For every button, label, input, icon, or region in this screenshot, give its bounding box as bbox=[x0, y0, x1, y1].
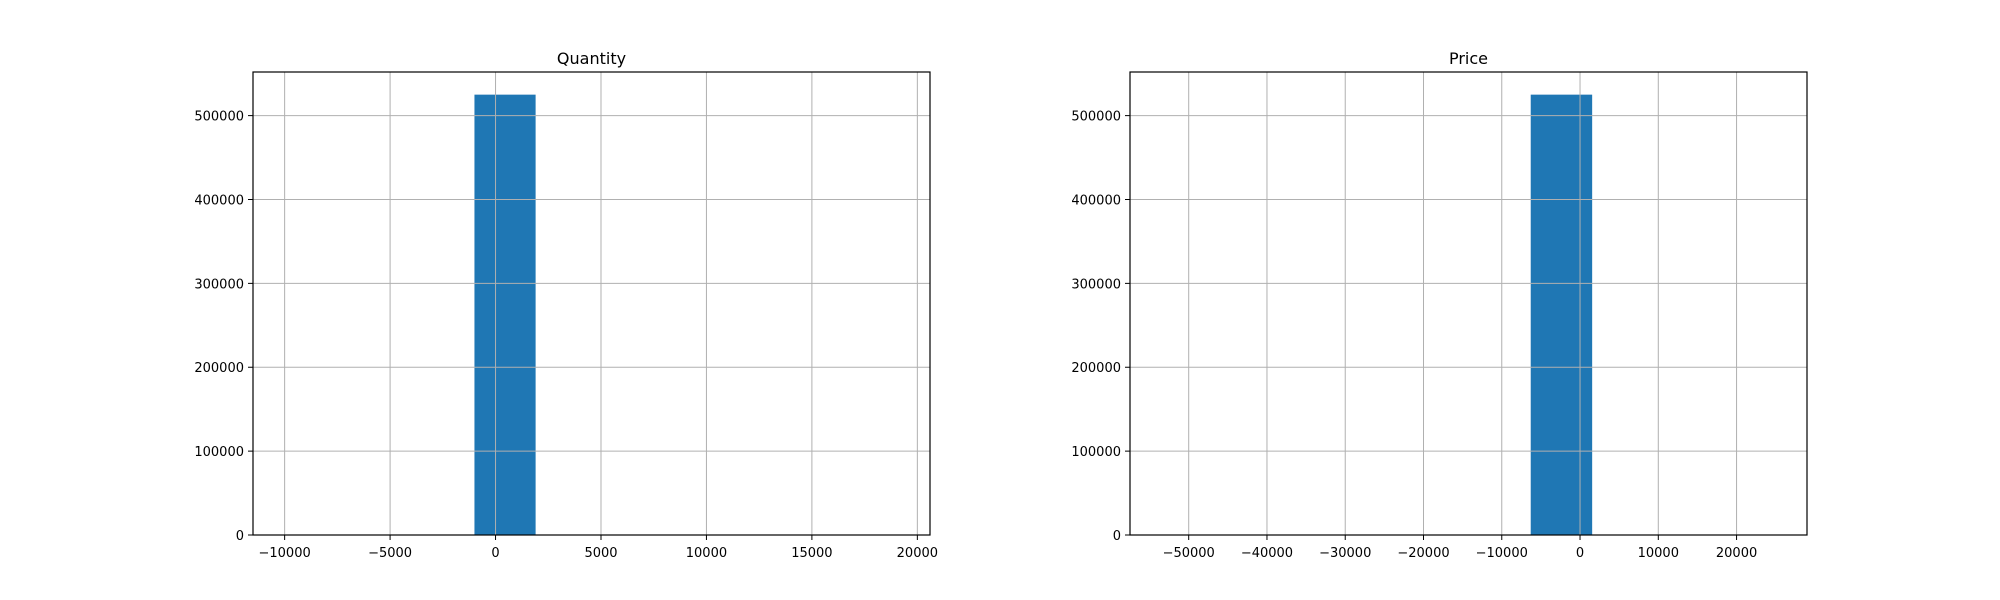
quantity-x-tick-label: 5000 bbox=[584, 546, 617, 561]
price-x-tick-label: −40000 bbox=[1241, 546, 1293, 561]
price-bar-0 bbox=[1530, 94, 1593, 536]
price-x-tick-label: 20000 bbox=[1716, 546, 1757, 561]
quantity-axes-frame bbox=[252, 71, 931, 536]
price-x-tick-label: 10000 bbox=[1638, 546, 1679, 561]
price-axes-frame bbox=[1129, 71, 1808, 536]
quantity-y-tick-label: 200000 bbox=[194, 361, 244, 376]
quantity-x-tick-label: −10000 bbox=[259, 546, 311, 561]
quantity-x-tick-label: −5000 bbox=[368, 546, 412, 561]
price-x-tick-label: 0 bbox=[1576, 546, 1584, 561]
quantity-histogram-panel: −10000 −5000 0 5000 10000 15000 20000010000020… bbox=[194, 49, 938, 561]
price-chart-title: Price bbox=[1449, 49, 1488, 68]
price-x-tick-label: −50000 bbox=[1163, 546, 1215, 561]
price-y-tick-label: 300000 bbox=[1071, 277, 1121, 292]
quantity-y-tick-label: 300000 bbox=[194, 277, 244, 292]
quantity-x-tick-label: 20000 bbox=[897, 546, 938, 561]
price-y-tick-label: 200000 bbox=[1071, 361, 1121, 376]
price-y-tick-label: 0 bbox=[1113, 529, 1121, 544]
quantity-y-tick-label: 500000 bbox=[194, 110, 244, 125]
quantity-chart-title: Quantity bbox=[557, 49, 626, 68]
price-x-tick-label: −10000 bbox=[1476, 546, 1528, 561]
price-y-tick-label: 500000 bbox=[1071, 110, 1121, 125]
price-y-tick-label: 400000 bbox=[1071, 193, 1121, 208]
quantity-y-tick-label: 400000 bbox=[194, 193, 244, 208]
quantity-y-tick-label: 0 bbox=[236, 529, 244, 544]
price-y-tick-label: 100000 bbox=[1071, 445, 1121, 460]
price-x-tick-label: −30000 bbox=[1319, 546, 1371, 561]
quantity-bar-0 bbox=[474, 94, 536, 536]
quantity-y-tick-label: 100000 bbox=[194, 445, 244, 460]
quantity-x-tick-label: 15000 bbox=[791, 546, 832, 561]
price-x-tick-label: −20000 bbox=[1397, 546, 1449, 561]
quantity-x-tick-label: 10000 bbox=[686, 546, 727, 561]
quantity-x-tick-label: 0 bbox=[491, 546, 499, 561]
price-histogram-panel: −50000 −40000 −30000 −20000 −10000 0 10000 2000… bbox=[1071, 49, 1808, 561]
